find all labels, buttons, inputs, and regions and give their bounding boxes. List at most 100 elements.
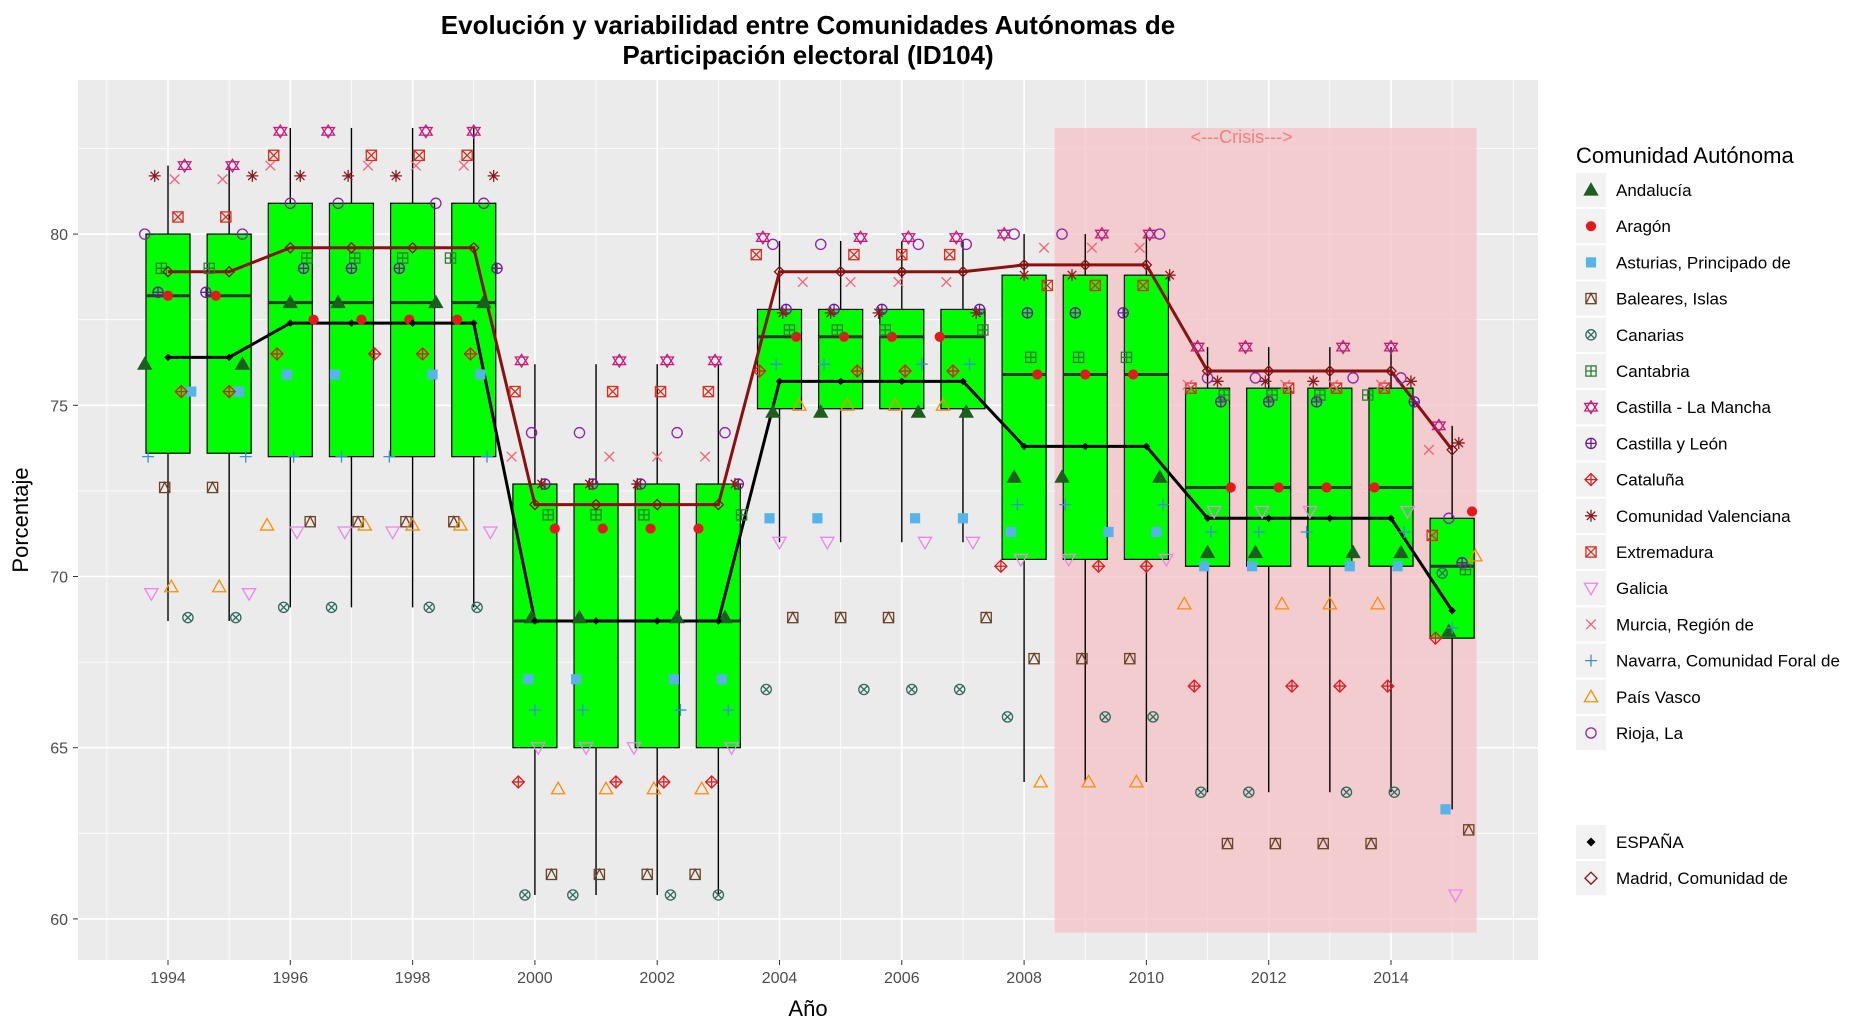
marker-circle bbox=[1201, 372, 1214, 384]
marker-square-triangle bbox=[641, 867, 653, 881]
marker-plus bbox=[1059, 498, 1072, 511]
box-2014 bbox=[1368, 347, 1414, 793]
marker-inner bbox=[509, 386, 521, 398]
marker-square-triangle bbox=[1221, 837, 1234, 850]
marker-triangle-filled bbox=[1247, 544, 1264, 559]
marker-square bbox=[475, 369, 486, 380]
marker-inner bbox=[301, 252, 312, 264]
marker-square bbox=[1344, 561, 1355, 572]
box-2008 bbox=[1001, 234, 1047, 782]
marker-asterisk bbox=[1307, 375, 1320, 388]
series-line-madrid-comunidad-de bbox=[168, 246, 1454, 507]
marker-plus bbox=[239, 450, 252, 463]
marker-diamond bbox=[1586, 837, 1596, 847]
marker-asterisk bbox=[1065, 269, 1078, 282]
marker-plus bbox=[674, 704, 687, 717]
marker-triangle-open bbox=[935, 397, 951, 411]
series-rioja-la bbox=[139, 197, 1455, 525]
legend-label: Extremadura bbox=[1616, 543, 1714, 562]
marker-triangle-down bbox=[1254, 505, 1270, 520]
marker-triangle-down bbox=[337, 526, 353, 540]
marker-square-x bbox=[654, 385, 667, 398]
marker-diamond bbox=[164, 353, 172, 362]
marker-inner bbox=[304, 515, 316, 528]
marker-inner bbox=[1118, 307, 1129, 318]
marker-plus bbox=[287, 450, 300, 463]
marker-asterisk bbox=[342, 169, 355, 182]
marker-inner bbox=[1221, 837, 1234, 849]
marker-triangle-down bbox=[1158, 553, 1175, 568]
marker-circle bbox=[858, 683, 870, 696]
marker-triangle bbox=[404, 517, 421, 531]
series-castilla-la-mancha bbox=[177, 123, 1447, 434]
marker-circle-filled bbox=[693, 523, 704, 534]
marker-triangle-filled bbox=[813, 404, 829, 418]
marker-square bbox=[1137, 279, 1149, 292]
marker-circle-plus bbox=[152, 286, 164, 299]
marker-circle-open bbox=[1443, 512, 1455, 525]
marker-inner bbox=[1215, 396, 1226, 407]
marker-square-triangle bbox=[1269, 837, 1282, 850]
marker-inner bbox=[473, 603, 482, 612]
marker-triangle bbox=[1322, 595, 1338, 610]
marker-star-david bbox=[1190, 339, 1206, 355]
marker-inner bbox=[1076, 652, 1088, 665]
marker-inner bbox=[1003, 712, 1012, 721]
marker-triangle bbox=[289, 526, 305, 540]
marker-circle bbox=[1147, 711, 1159, 723]
legend-label: Murcia, Región de bbox=[1616, 615, 1754, 634]
marker-diamond-filled bbox=[1448, 606, 1456, 615]
marker-circle bbox=[139, 228, 151, 240]
marker-diamond bbox=[1387, 514, 1395, 523]
marker-circle-open bbox=[1395, 372, 1407, 384]
marker-diamond-filled bbox=[1586, 837, 1596, 847]
marker-diamond-filled bbox=[470, 319, 478, 327]
marker-square-filled bbox=[427, 369, 438, 380]
marker-square bbox=[943, 248, 956, 261]
marker-square-x bbox=[702, 385, 715, 398]
marker-triangle bbox=[917, 536, 933, 551]
marker-plus bbox=[674, 704, 687, 717]
marker-triangle bbox=[755, 233, 771, 246]
marker-triangle-open bbox=[404, 517, 421, 531]
series-line-espa-a bbox=[168, 321, 1454, 623]
marker-inner bbox=[1585, 438, 1597, 449]
marker-asterisk bbox=[246, 169, 259, 182]
marker-diamond-plus bbox=[1584, 472, 1598, 487]
marker-diamond-plus bbox=[511, 775, 526, 789]
marker-circle-filled bbox=[645, 523, 656, 534]
legend-label: Asturias, Principado de bbox=[1616, 253, 1791, 272]
box-2002 bbox=[634, 364, 680, 895]
marker-square-triangle bbox=[1585, 292, 1597, 305]
marker-triangle bbox=[1447, 889, 1464, 903]
marker-triangle-filled bbox=[1199, 544, 1216, 559]
marker-x bbox=[845, 276, 856, 288]
marker-asterisk bbox=[294, 169, 307, 182]
marker-triangle-filled bbox=[1151, 469, 1168, 483]
marker-diamond bbox=[590, 498, 602, 511]
marker-circle bbox=[284, 197, 297, 210]
marker-asterisk bbox=[535, 478, 548, 491]
marker-inner bbox=[491, 263, 503, 274]
legend: Comunidad Autónoma Andalucía Aragón Asturi… bbox=[1576, 143, 1840, 896]
marker-circle bbox=[210, 290, 221, 301]
marker-triangle-open bbox=[1322, 595, 1338, 610]
marker-diamond bbox=[531, 617, 539, 625]
marker-square-plus bbox=[1362, 389, 1374, 401]
marker-circle bbox=[1032, 369, 1043, 380]
marker-x bbox=[217, 174, 228, 185]
marker-plus bbox=[287, 450, 300, 463]
marker-star-david bbox=[1335, 339, 1351, 355]
marker-triangle bbox=[1054, 469, 1070, 483]
legend-label: Cantabria bbox=[1616, 362, 1690, 381]
marker-plus bbox=[142, 450, 155, 463]
marker-circle bbox=[162, 290, 174, 301]
marker-diamond-plus bbox=[1332, 679, 1347, 693]
marker-inner bbox=[158, 480, 171, 493]
legend-item: Aragón bbox=[1576, 209, 1671, 244]
marker-circle bbox=[1080, 369, 1091, 380]
marker-triangle bbox=[514, 353, 530, 366]
marker-triangle bbox=[1128, 774, 1145, 788]
marker-diamond bbox=[834, 265, 847, 278]
